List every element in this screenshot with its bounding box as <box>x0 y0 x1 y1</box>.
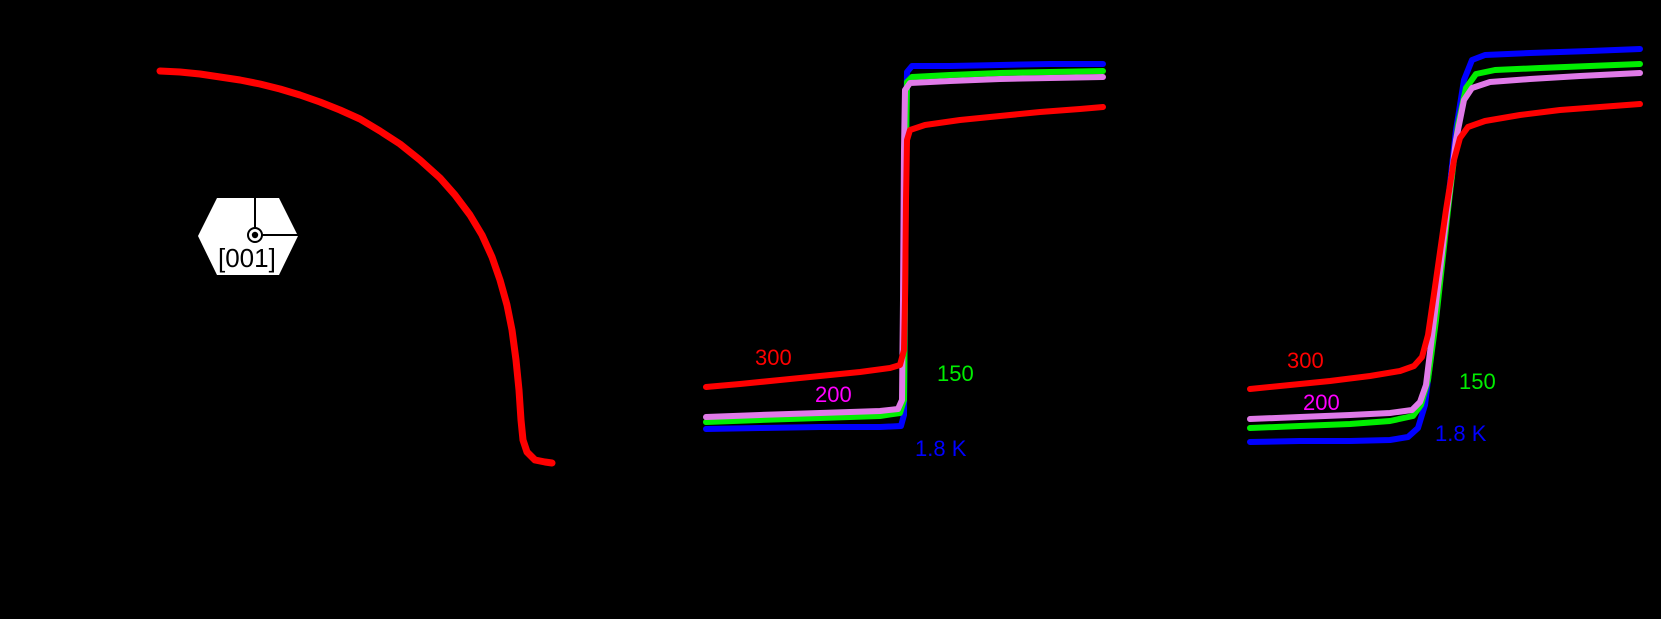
series-curve-300 <box>1247 101 1643 392</box>
label-1-8k: 1.8 K <box>915 436 967 461</box>
crystal-orientation-inset: [001] <box>198 198 298 275</box>
label-1-8k: 1.8 K <box>1435 421 1487 446</box>
label-300k: 300 <box>755 345 792 370</box>
label-300k: 300 <box>1287 348 1324 373</box>
panel-b-curves <box>703 61 1106 432</box>
panel-c-plot: 300 200 150 1.8 K <box>1247 46 1643 446</box>
label-150k: 150 <box>1459 369 1496 394</box>
dot-center-icon <box>251 231 259 239</box>
panel-c-curves <box>1247 46 1643 445</box>
label-200k: 200 <box>1303 390 1340 415</box>
series-curve-300 <box>703 104 1106 390</box>
panel-b-plot: 300 200 150 1.8 K <box>703 61 1106 461</box>
series-curve-curve <box>156 67 556 467</box>
panel-a-curves <box>156 67 556 467</box>
panel-a-plot: [001] <box>156 67 556 467</box>
label-150k: 150 <box>937 361 974 386</box>
label-200k: 200 <box>815 382 852 407</box>
inset-direction-label: [001] <box>218 243 276 273</box>
